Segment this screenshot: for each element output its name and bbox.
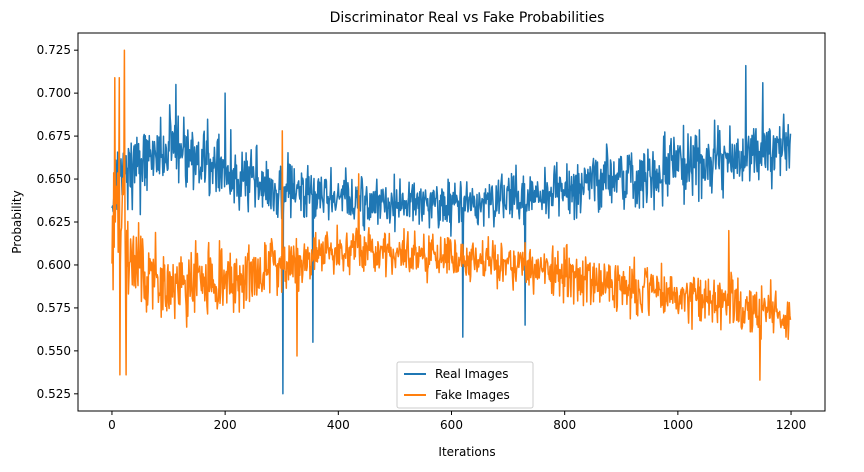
y-tick-label: 0.550 <box>37 344 71 358</box>
x-axis: 0 200 400 600 800 1000 1200 <box>108 411 806 432</box>
plot-area <box>111 49 792 395</box>
x-tick-label: 200 <box>214 418 237 432</box>
y-tick-label: 0.650 <box>37 172 71 186</box>
x-tick-label: 400 <box>327 418 350 432</box>
series-line-fake-images <box>111 49 792 381</box>
legend-label-real-images: Real Images <box>435 367 509 381</box>
y-tick-label: 0.525 <box>37 387 71 401</box>
x-tick-label: 600 <box>440 418 463 432</box>
x-tick-label: 1000 <box>663 418 694 432</box>
y-axis: 0.525 0.550 0.575 0.600 0.625 0.650 0.675 0.700… <box>37 43 78 401</box>
x-tick-label: 800 <box>553 418 576 432</box>
y-tick-label: 0.725 <box>37 43 71 57</box>
legend-label-fake-images: Fake Images <box>435 388 510 402</box>
series-line-real-images <box>111 64 792 395</box>
chart-title: Discriminator Real vs Fake Probabilities <box>330 10 605 26</box>
y-tick-label: 0.675 <box>37 129 71 143</box>
x-axis-label: Iterations <box>438 445 495 459</box>
x-tick-label: 0 <box>108 418 116 432</box>
y-tick-label: 0.625 <box>37 215 71 229</box>
y-tick-label: 0.575 <box>37 301 71 315</box>
x-tick-label: 1200 <box>776 418 807 432</box>
y-tick-label: 0.700 <box>37 86 71 100</box>
legend: Real Images Fake Images <box>396 361 534 409</box>
y-tick-label: 0.600 <box>37 258 71 272</box>
legend-frame <box>396 361 534 409</box>
y-axis-label: Probability <box>10 190 24 253</box>
